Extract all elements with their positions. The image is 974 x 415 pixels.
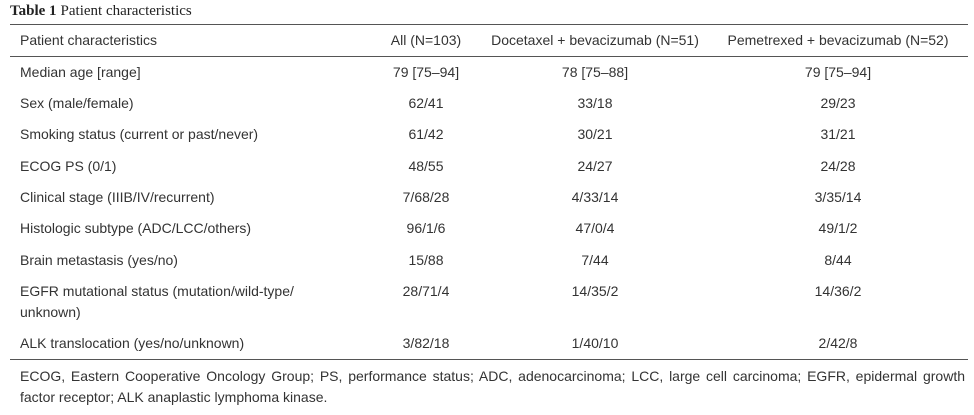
table-row: Histologic subtype (ADC/LCC/others) 96/1/… [10,213,968,244]
row-label: Histologic subtype (ADC/LCC/others) [20,220,252,237]
cell: 3/82/18 [402,335,450,352]
cell: 30/21 [577,126,613,143]
row-label: Clinical stage (IIIB/IV/recurrent) [20,189,215,206]
row-label: Median age [range] [20,64,141,80]
cell: 28/71/4 [402,283,450,300]
cell: 7/68/28 [402,189,450,206]
table-row: Sex (male/female) 62/41 33/18 29/23 [10,88,968,119]
row-label: ALK translocation (yes/no/unknown) [20,335,245,352]
table-caption: Patient characteristics [60,3,192,19]
header-cell: Docetaxel + bevacizumab (N=51) [491,32,699,48]
table-row: EGFR mutational status (mutation/wild-ty… [10,276,968,328]
cell: 96/1/6 [406,220,446,237]
cell: 33/18 [577,94,613,111]
row-label: ECOG PS (0/1) [20,157,117,174]
cell: 31/21 [820,126,856,143]
header-cell: All (N=103) [390,32,462,48]
row-label: EGFR mutational status (mutation/wild-ty… [20,283,294,321]
cell: 49/1/2 [818,220,858,237]
cell: 29/23 [820,94,856,111]
cell: 47/0/4 [575,220,615,237]
cell: 1/40/10 [571,335,619,352]
table-row: Brain metastasis (yes/no) 15/88 7/44 8/44 [10,245,968,276]
header-cell: Patient characteristics [20,32,157,48]
table-row: Smoking status (current or past/never) 61… [10,119,968,150]
cell: 79 [75–94] [804,64,872,80]
table-row: ECOG PS (0/1) 48/55 24/27 24/28 [10,151,968,182]
cell: 24/28 [820,157,856,174]
row-label: Sex (male/female) [20,94,134,111]
cell: 79 [75–94] [392,64,460,80]
table: Patient characteristics All (N=103) Doceta… [10,24,968,360]
cell: 61/42 [408,126,444,143]
table-title: Table 1 Patient characteristics [10,3,192,20]
cell: 62/41 [408,94,444,111]
table-row: Clinical stage (IIIB/IV/recurrent) 7/68/2… [10,182,968,213]
cell: 7/44 [581,251,609,268]
header-cell: Pemetrexed + bevacizumab (N=52) [727,32,949,48]
cell: 78 [75–88] [561,64,629,80]
table-row: ALK translocation (yes/no/unknown) 3/82/1… [10,328,968,360]
table-body: Median age [range] 79 [75–94] 78 [75–88] 79… [10,57,968,360]
cell: 3/35/14 [814,189,862,206]
cell: 4/33/14 [571,189,619,206]
table-number: Table 1 [10,3,57,19]
cell: 14/35/2 [571,283,619,300]
cell: 8/44 [824,251,852,268]
cell: 48/55 [408,157,444,174]
header-row: Patient characteristics All (N=103) Doceta… [10,24,968,57]
footnote: ECOG, Eastern Cooperative Oncology Group… [20,368,965,405]
row-label: Smoking status (current or past/never) [20,126,259,143]
row-label: Brain metastasis (yes/no) [20,251,178,268]
cell: 24/27 [577,157,613,174]
cell: 14/36/2 [814,283,862,300]
table-row: Median age [range] 79 [75–94] 78 [75–88] 79… [10,57,968,88]
cell: 2/42/8 [818,335,858,352]
cell: 15/88 [408,251,444,268]
